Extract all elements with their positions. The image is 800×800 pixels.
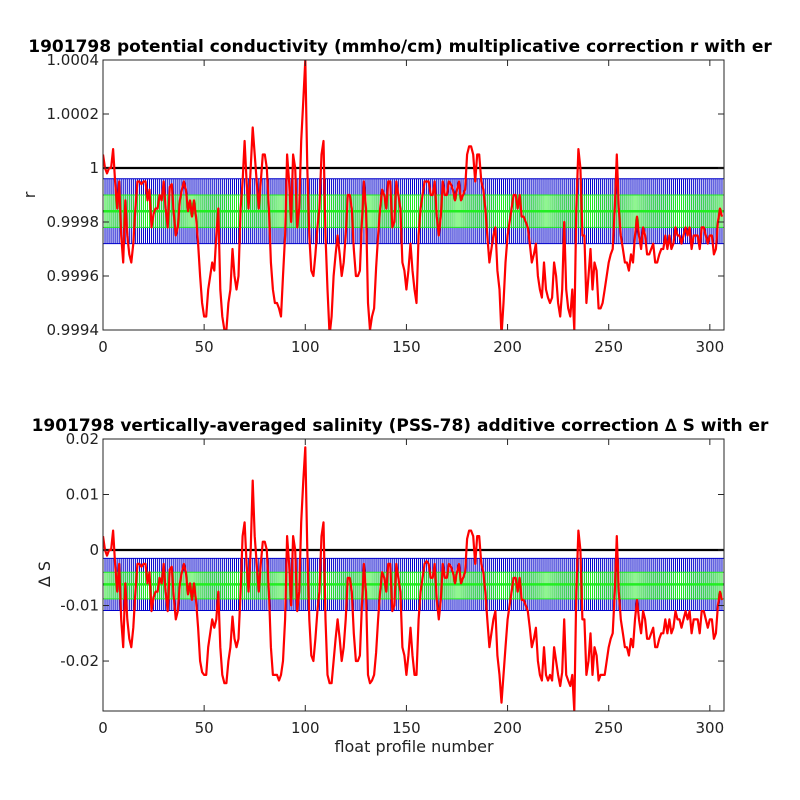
series-line — [103, 60, 724, 330]
chart-salinity: 1901798 vertically-averaged salinity (PS… — [32, 416, 769, 756]
x-tick-label: 100 — [291, 338, 320, 356]
x-tick-label: 150 — [392, 719, 421, 737]
x-tick-label: 250 — [594, 719, 623, 737]
y-tick-label: 0.9998 — [47, 213, 100, 231]
chart-title: 1901798 vertically-averaged salinity (PS… — [32, 416, 769, 436]
y-axis-label: r — [20, 191, 39, 198]
x-tick-label: 300 — [696, 338, 725, 356]
x-axis-label: float profile number — [334, 737, 494, 756]
y-tick-label: 0.02 — [66, 430, 99, 448]
x-tick-label: 150 — [392, 338, 421, 356]
y-tick-label: 0.9996 — [47, 267, 100, 285]
plot-area: 0 50 100 150 200 250 300 0.02 0.01 0 -0.01 -0.02 — [60, 430, 725, 737]
chart-title: 1901798 potential conductivity (mmho/cm)… — [28, 37, 772, 57]
axes-frame — [102, 59, 725, 331]
y-tick-label: 0 — [89, 541, 99, 559]
plot-area: 0 50 100 150 200 250 300 1.0004 1.0002 1 0.9998 0.9… — [47, 51, 725, 356]
y-tick-label: 0.01 — [66, 486, 99, 504]
x-tick-label: 100 — [291, 719, 320, 737]
plot-content — [103, 446, 724, 711]
y-tick-label: 1 — [89, 159, 99, 177]
x-tick-label: 200 — [493, 338, 522, 356]
y-axis-label: ∆ S — [35, 561, 54, 588]
x-tick-label: 250 — [594, 338, 623, 356]
plot-content — [103, 60, 724, 330]
chart-conductivity: 1901798 potential conductivity (mmho/cm)… — [20, 37, 772, 356]
x-tick-label: 0 — [98, 338, 108, 356]
y-tick-label: 1.0002 — [47, 105, 100, 123]
x-tick-label: 0 — [98, 719, 108, 737]
x-tick-label: 50 — [195, 338, 214, 356]
y-tick-label: -0.01 — [60, 597, 99, 615]
y-tick-label: 0.9994 — [47, 321, 100, 339]
y-tick-label: 1.0004 — [47, 51, 100, 69]
y-tick-label: -0.02 — [60, 652, 99, 670]
series-line — [103, 446, 724, 711]
axes-frame — [102, 438, 725, 712]
x-tick-label: 200 — [493, 719, 522, 737]
x-tick-label: 50 — [195, 719, 214, 737]
x-tick-label: 300 — [696, 719, 725, 737]
